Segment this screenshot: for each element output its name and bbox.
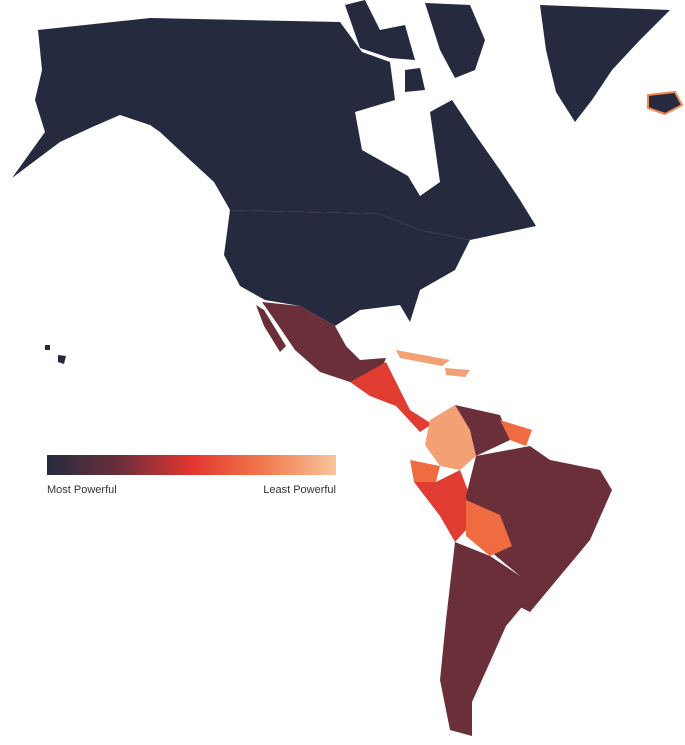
- legend: Most Powerful Least Powerful: [47, 455, 336, 496]
- arctic-islands: [345, 0, 485, 92]
- north-america: [12, 0, 684, 364]
- canada: [150, 18, 536, 240]
- iceland: [647, 90, 684, 116]
- mexico: [256, 302, 386, 382]
- legend-min-label: Most Powerful: [47, 484, 117, 496]
- colombia: [425, 405, 476, 470]
- legend-gradient: [47, 455, 336, 475]
- usa: [224, 210, 470, 326]
- latin-america: [256, 302, 612, 736]
- brazil: [466, 446, 612, 612]
- central-america: [350, 362, 432, 432]
- alaska: [12, 18, 150, 178]
- bolivia: [466, 500, 512, 556]
- greenland: [540, 5, 670, 122]
- ecuador: [410, 460, 440, 482]
- guianas: [500, 420, 532, 446]
- caribbean: [396, 350, 470, 377]
- southern-cone: [440, 542, 526, 736]
- peru: [414, 470, 470, 542]
- legend-max-label: Least Powerful: [263, 484, 336, 496]
- hawaii: [45, 345, 66, 364]
- venezuela: [455, 405, 510, 456]
